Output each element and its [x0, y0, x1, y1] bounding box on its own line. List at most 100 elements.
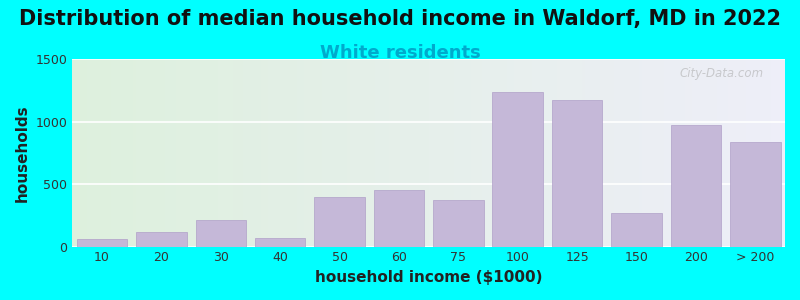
Bar [400, 59, 404, 247]
Bar [686, 59, 689, 247]
Bar [764, 59, 767, 247]
Bar [83, 59, 86, 247]
Bar [208, 59, 211, 247]
Bar [258, 59, 261, 247]
Bar [610, 59, 614, 247]
Bar [272, 59, 275, 247]
Bar [621, 59, 625, 247]
Bar [706, 59, 710, 247]
Bar [397, 59, 400, 247]
Bar [433, 200, 483, 247]
Bar [268, 59, 272, 247]
Bar [322, 59, 326, 247]
Bar [101, 59, 104, 247]
Bar [118, 59, 122, 247]
Bar [290, 59, 294, 247]
Bar [336, 59, 339, 247]
Bar [554, 59, 557, 247]
Bar [346, 59, 350, 247]
Bar [326, 59, 329, 247]
Bar [122, 59, 126, 247]
Bar [354, 59, 358, 247]
Bar [770, 59, 774, 247]
Bar [614, 59, 618, 247]
Bar [169, 59, 172, 247]
Bar [568, 59, 571, 247]
Bar [696, 59, 699, 247]
Bar [731, 59, 735, 247]
Bar [411, 59, 414, 247]
Bar [162, 59, 165, 247]
Bar [236, 59, 240, 247]
Bar [204, 59, 208, 247]
Bar [154, 59, 158, 247]
Bar [265, 59, 268, 247]
Bar [111, 59, 115, 247]
Bar [589, 59, 593, 247]
Bar [746, 59, 750, 247]
Bar [635, 59, 639, 247]
Bar [79, 59, 83, 247]
Bar [432, 59, 436, 247]
Bar [233, 59, 236, 247]
Bar [767, 59, 770, 247]
Bar [261, 59, 265, 247]
Bar [150, 59, 154, 247]
Bar [667, 59, 671, 247]
Bar [300, 59, 304, 247]
Bar [186, 59, 190, 247]
Bar [653, 59, 657, 247]
Bar [404, 59, 407, 247]
Bar [750, 59, 753, 247]
Bar [461, 59, 464, 247]
Bar [194, 59, 197, 247]
Bar [182, 59, 186, 247]
Bar [339, 59, 343, 247]
Bar [286, 59, 290, 247]
Bar [372, 59, 375, 247]
Bar [439, 59, 443, 247]
Bar [593, 59, 596, 247]
Bar [564, 59, 568, 247]
Bar [657, 59, 660, 247]
Bar [282, 59, 286, 247]
Bar [375, 59, 378, 247]
Bar [714, 59, 718, 247]
Bar [650, 59, 653, 247]
Bar [782, 59, 785, 247]
Bar [115, 59, 118, 247]
Bar [86, 59, 90, 247]
Bar [582, 59, 586, 247]
Bar [130, 59, 133, 247]
Bar [542, 59, 546, 247]
Bar [510, 59, 514, 247]
Bar [104, 59, 108, 247]
Bar [596, 59, 600, 247]
Bar [350, 59, 354, 247]
Bar [229, 59, 233, 247]
Bar [414, 59, 418, 247]
Bar [725, 59, 728, 247]
Bar [243, 59, 247, 247]
Bar [147, 59, 150, 247]
Bar [382, 59, 386, 247]
Bar [603, 59, 607, 247]
Bar [126, 59, 130, 247]
Bar [247, 59, 250, 247]
Bar [646, 59, 650, 247]
Bar [578, 59, 582, 247]
Bar [490, 59, 493, 247]
Bar [735, 59, 738, 247]
Bar [710, 59, 714, 247]
Bar [368, 59, 372, 247]
Bar [728, 59, 731, 247]
Bar [76, 59, 79, 247]
Bar [742, 59, 746, 247]
Bar [143, 59, 147, 247]
Bar [190, 59, 194, 247]
Bar [532, 59, 535, 247]
Bar [429, 59, 432, 247]
Bar [195, 220, 246, 247]
Bar [514, 59, 518, 247]
Bar [628, 59, 632, 247]
